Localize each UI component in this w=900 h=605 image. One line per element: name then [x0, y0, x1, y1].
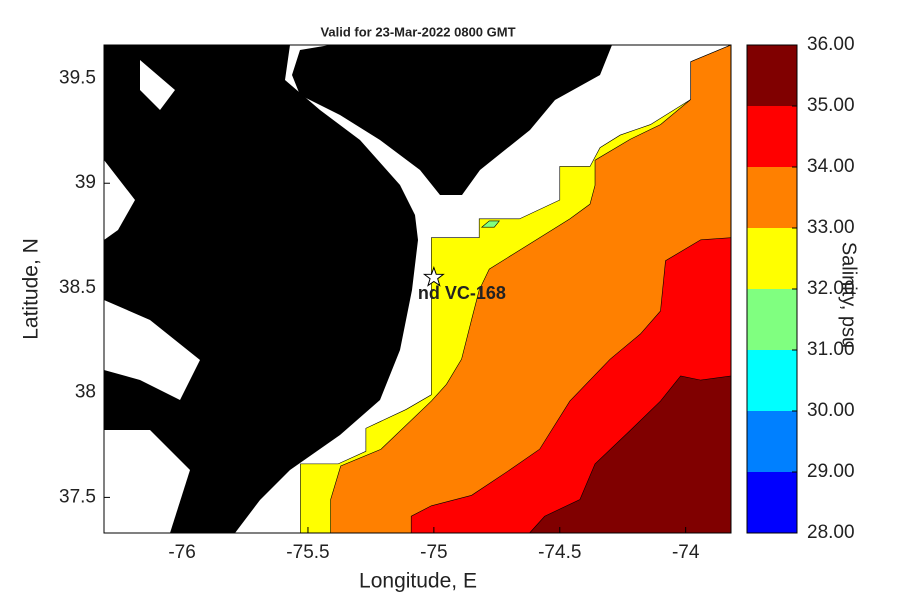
x-axis-label: Longitude, E — [359, 570, 477, 593]
colorbar-cell — [747, 228, 797, 289]
colorbar-tick-label: 29.00 — [807, 461, 855, 482]
colorbar-cell — [747, 167, 797, 228]
colorbar-cell — [747, 350, 797, 411]
colorbar-cell — [747, 289, 797, 350]
contour-region — [480, 220, 500, 228]
colorbar-tick-label: 35.00 — [807, 95, 855, 116]
water — [104, 300, 200, 400]
land — [104, 45, 612, 533]
colorbar-tick-label: 34.00 — [807, 156, 855, 177]
x-tick-label: -76 — [168, 542, 195, 563]
colorbar-cell — [747, 45, 797, 106]
water — [140, 60, 175, 110]
y-axis-label: Latitude, N — [20, 238, 43, 340]
x-tick-label: -74.5 — [538, 542, 581, 563]
colorbar-cell — [747, 106, 797, 167]
colorbar-tick-label: 33.00 — [807, 217, 855, 238]
x-tick-label: -75.5 — [286, 542, 329, 563]
colorbar-label: Salinity, psu — [838, 242, 860, 348]
y-tick-label: 39.5 — [59, 68, 96, 89]
land-nj — [292, 45, 612, 195]
x-tick-label: -75 — [420, 542, 447, 563]
y-tick-label: 38 — [75, 382, 96, 403]
land-delmarva — [104, 45, 418, 533]
colorbar-cell — [747, 472, 797, 533]
station-marker — [422, 265, 445, 287]
colorbar-tick-label: 28.00 — [807, 522, 855, 543]
y-tick-label: 37.5 — [59, 486, 96, 507]
y-tick-label: 39 — [75, 172, 96, 193]
colorbar-tick-label: 30.00 — [807, 400, 855, 421]
water — [104, 430, 190, 533]
plot-frame — [103, 44, 732, 534]
station-label: nd VC-168 — [418, 283, 506, 303]
colorbar-tick-label: 36.00 — [807, 34, 855, 55]
chart-title: Valid for 23-Mar-2022 0800 GMT — [320, 24, 515, 39]
water — [104, 160, 135, 240]
x-tick-label: -74 — [672, 542, 700, 563]
colorbar-tick-label: 31.00 — [807, 339, 855, 360]
contour-layer — [148, 44, 732, 534]
colorbar-tick-label: 32.00 — [807, 278, 855, 299]
colorbar-cell — [747, 411, 797, 472]
y-tick-label: 38.5 — [59, 277, 96, 298]
